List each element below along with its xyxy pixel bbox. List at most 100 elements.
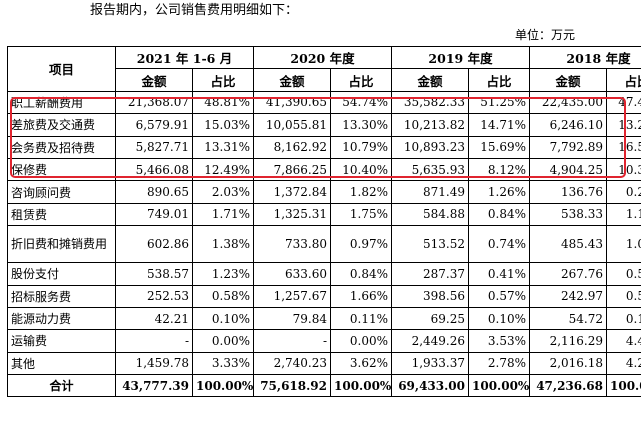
- amount-cell: 287.37: [391, 262, 469, 286]
- sales-expense-table: 项目 2021 年 1-6 月 2020 年度 2019 年度 2018 年度 …: [7, 45, 641, 398]
- share-cell: 1.23%: [192, 262, 254, 286]
- amount-cell: 47,236.68: [529, 374, 607, 398]
- share-header: 占比: [330, 68, 392, 92]
- amount-cell: 5,635.93: [391, 157, 469, 182]
- share-cell: 0.11%: [330, 306, 392, 331]
- row-label: 其他: [7, 351, 116, 376]
- row-label: 运输费: [7, 329, 116, 353]
- item-header: 项目: [7, 46, 116, 92]
- amount-cell: 633.60: [253, 262, 331, 286]
- amount-cell: 2,016.18: [529, 351, 607, 376]
- share-cell: 51.25%: [468, 90, 530, 115]
- share-cell: 12.49%: [192, 157, 254, 182]
- share-cell: 1.75%: [330, 202, 392, 227]
- share-cell: 8.12%: [468, 157, 530, 182]
- amount-cell: 35,582.33: [391, 90, 469, 115]
- amount-cell: 538.57: [115, 262, 193, 286]
- amount-cell: 136.76: [529, 180, 607, 204]
- amount-cell: 5,466.08: [115, 157, 193, 182]
- amount-cell: 2,116.29: [529, 329, 607, 353]
- period-header: 2018 年度: [529, 45, 641, 70]
- amount-cell: 538.33: [529, 202, 607, 227]
- amount-cell: 41,390.65: [253, 90, 331, 115]
- share-cell: 10.40%: [330, 157, 392, 182]
- table-body: 职工薪酬费用 21,368.07 48.81% 41,390.65 54.74% 35,5…: [7, 90, 641, 398]
- amount-cell: 485.43: [529, 225, 607, 264]
- amount-cell: 7,792.89: [529, 135, 607, 159]
- amount-cell: 733.80: [253, 225, 331, 264]
- amount-header: 金额: [529, 68, 607, 92]
- share-cell: 15.03%: [192, 113, 254, 137]
- share-cell: 0.51%: [606, 284, 641, 308]
- amount-cell: 1,325.31: [253, 202, 331, 227]
- amount-cell: 1,372.84: [253, 180, 331, 204]
- share-cell: 0.00%: [330, 329, 392, 353]
- share-cell: 100.00%: [468, 374, 530, 398]
- share-cell: 10.79%: [330, 135, 392, 159]
- share-cell: 1.14%: [606, 202, 641, 227]
- share-cell: 13.22%: [606, 113, 641, 137]
- share-cell: 3.33%: [192, 351, 254, 376]
- row-label: 合计: [7, 374, 116, 398]
- share-cell: 13.31%: [192, 135, 254, 159]
- share-cell: 3.53%: [468, 329, 530, 353]
- amount-header: 金额: [115, 68, 193, 92]
- share-header: 占比: [606, 68, 641, 92]
- row-label: 职工薪酬费用: [7, 90, 116, 115]
- share-cell: 4.48%: [606, 329, 641, 353]
- amount-cell: 8,162.92: [253, 135, 331, 159]
- amount-cell: 69.25: [391, 306, 469, 331]
- table-row: 会务费及招待费 5,827.71 13.31% 8,162.92 10.79% 10,89…: [7, 135, 641, 159]
- table-row: 保修费 5,466.08 12.49% 7,866.25 10.40% 5,635.93 8…: [7, 157, 641, 182]
- share-header: 占比: [192, 68, 254, 92]
- amount-cell: 398.56: [391, 284, 469, 308]
- share-cell: 100.00%: [330, 374, 392, 398]
- share-cell: 13.30%: [330, 113, 392, 137]
- period-header: 2020 年度: [253, 45, 392, 70]
- share-cell: 0.57%: [606, 262, 641, 286]
- table-row: 招标服务费 252.53 0.58% 1,257.67 1.66% 398.56 0.57%…: [7, 284, 641, 308]
- share-cell: 0.10%: [192, 306, 254, 331]
- amount-cell: 890.65: [115, 180, 193, 204]
- amount-cell: 21,368.07: [115, 90, 193, 115]
- table-row: 折旧费和摊销费用 602.86 1.38% 733.80 0.97% 513.52 0.74…: [7, 225, 641, 264]
- share-cell: 0.12%: [606, 306, 641, 331]
- amount-cell: 749.01: [115, 202, 193, 227]
- table-row: 运输费-0.00%-0.00%2,449.263.53%2,116.294.48…: [7, 329, 641, 353]
- share-cell: 1.26%: [468, 180, 530, 204]
- amount-cell: 4,904.25: [529, 157, 607, 182]
- share-cell: 0.41%: [468, 262, 530, 286]
- share-cell: 3.62%: [330, 351, 392, 376]
- share-cell: 0.97%: [330, 225, 392, 264]
- amount-cell: 602.86: [115, 225, 193, 264]
- share-cell: 10.38%: [606, 157, 641, 182]
- share-header: 占比: [468, 68, 530, 92]
- amount-cell: 75,618.92: [253, 374, 331, 398]
- amount-cell: 267.76: [529, 262, 607, 286]
- share-cell: 100.00%: [192, 374, 254, 398]
- table-row: 其他 1,459.78 3.33% 2,740.23 3.62% 1,933.37 2.78…: [7, 351, 641, 376]
- share-cell: 1.82%: [330, 180, 392, 204]
- period-header: 2021 年 1-6 月: [115, 45, 254, 70]
- table-row: 职工薪酬费用 21,368.07 48.81% 41,390.65 54.74% 35,5…: [7, 90, 641, 115]
- amount-cell: 1,257.67: [253, 284, 331, 308]
- amount-cell: 252.53: [115, 284, 193, 308]
- share-cell: 15.69%: [468, 135, 530, 159]
- row-label: 折旧费和摊销费用: [7, 225, 116, 264]
- amount-cell: 1,459.78: [115, 351, 193, 376]
- amount-cell: 79.84: [253, 306, 331, 331]
- share-cell: 48.81%: [192, 90, 254, 115]
- share-cell: 0.57%: [468, 284, 530, 308]
- amount-cell: 6,246.10: [529, 113, 607, 137]
- row-label: 咨询顾问费: [7, 180, 116, 204]
- amount-cell: 6,579.91: [115, 113, 193, 137]
- share-cell: 100.00%: [606, 374, 641, 398]
- period-header: 2019 年度: [391, 45, 530, 70]
- share-cell: 0.74%: [468, 225, 530, 264]
- row-label: 股份支付: [7, 262, 116, 286]
- amount-cell: -: [115, 329, 193, 353]
- share-cell: 1.38%: [192, 225, 254, 264]
- amount-header: 金额: [391, 68, 469, 92]
- amount-cell: -: [253, 329, 331, 353]
- share-cell: 0.58%: [192, 284, 254, 308]
